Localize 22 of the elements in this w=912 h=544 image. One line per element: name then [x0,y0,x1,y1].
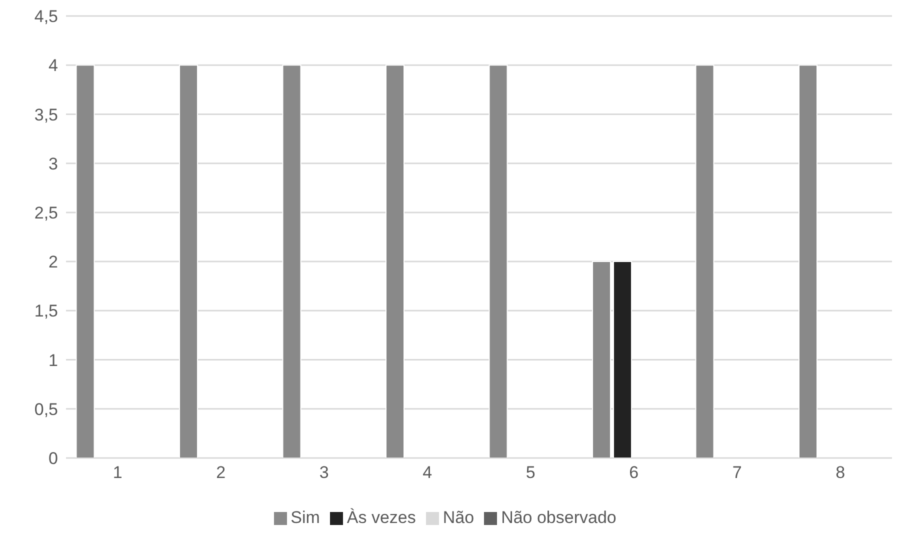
x-tick-label: 7 [732,463,742,482]
y-tick-label: 1,5 [34,302,58,321]
x-tick-label: 6 [629,463,639,482]
legend-label: Sim [290,508,320,527]
y-tick-label: 0,5 [34,400,58,419]
y-tick-label: 2,5 [34,203,58,222]
legend-label: Não observado [501,508,616,527]
y-tick-label: 0 [48,449,58,468]
y-tick-label: 4 [48,56,58,76]
y-tick-label: 1 [48,350,58,370]
y-tick-label: 3 [48,154,58,174]
x-tick-label: 3 [319,463,329,482]
x-tick-label: 4 [422,463,432,482]
y-tick-label: 2 [48,252,58,272]
legend-label: Às vezes [346,508,416,527]
x-tick-label: 2 [216,463,226,482]
x-tick-label: 1 [112,463,122,482]
y-tick-label: 4,5 [34,7,58,26]
legend-label: Não [442,508,474,527]
x-tick-label: 8 [836,463,846,482]
x-tick-label: 5 [526,463,536,482]
y-tick-label: 3,5 [34,105,58,124]
